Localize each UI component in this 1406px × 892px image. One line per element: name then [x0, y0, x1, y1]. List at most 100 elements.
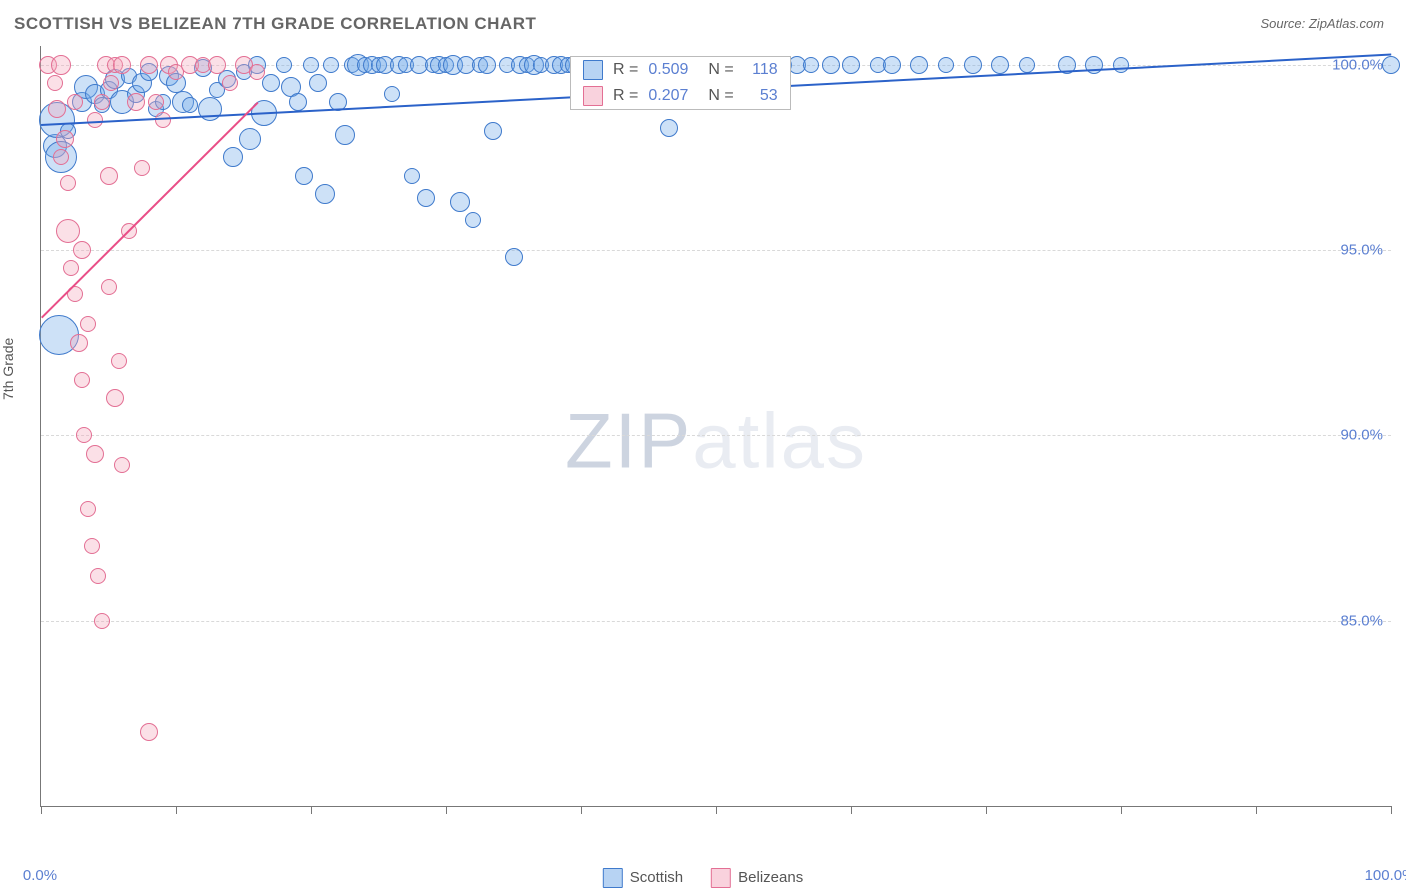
legend-swatch-scottish [603, 868, 623, 888]
data-point [991, 56, 1009, 74]
data-point [417, 189, 435, 207]
data-point [842, 56, 860, 74]
stat-n-label: N = [708, 61, 733, 79]
y-axis-label: 7th Grade [0, 338, 16, 400]
stat-r-label: R = [613, 61, 638, 79]
data-point [106, 389, 124, 407]
data-point [964, 56, 982, 74]
data-point [404, 168, 420, 184]
data-point [315, 184, 335, 204]
data-point [465, 212, 481, 228]
gridline [41, 435, 1391, 436]
y-tick-label: 90.0% [1340, 427, 1383, 444]
watermark-zip: ZIP [565, 397, 692, 485]
data-point [103, 75, 119, 91]
data-point [803, 57, 819, 73]
stat-n-value: 53 [744, 87, 778, 105]
x-tick [446, 806, 447, 814]
y-tick-label: 95.0% [1340, 241, 1383, 258]
legend-swatch-belizeans [711, 868, 731, 888]
data-point [80, 316, 96, 332]
data-point [289, 93, 307, 111]
watermark-atlas: atlas [692, 397, 867, 485]
data-point [67, 94, 83, 110]
data-point [63, 260, 79, 276]
data-point [295, 167, 313, 185]
data-point [309, 74, 327, 92]
data-point [60, 175, 76, 191]
data-point [73, 241, 91, 259]
data-point [51, 55, 71, 75]
data-point [303, 57, 319, 73]
data-point [56, 219, 80, 243]
data-point [70, 334, 88, 352]
x-tick [1391, 806, 1392, 814]
data-point [822, 56, 840, 74]
data-point [94, 613, 110, 629]
chart-source: Source: ZipAtlas.com [1260, 16, 1384, 31]
data-point [276, 57, 292, 73]
stat-row: R = 0.509 N = 118 [571, 57, 790, 83]
stat-r-value: 0.207 [648, 87, 698, 105]
data-point [140, 723, 158, 741]
data-point [249, 64, 265, 80]
x-tick [311, 806, 312, 814]
stat-n-label: N = [708, 87, 733, 105]
stat-box: R = 0.509 N = 118R = 0.207 N = 53 [570, 56, 791, 110]
data-point [1113, 57, 1129, 73]
data-point [47, 75, 63, 91]
data-point [222, 75, 238, 91]
data-point [114, 457, 130, 473]
x-tick [1256, 806, 1257, 814]
y-tick-label: 85.0% [1340, 612, 1383, 629]
data-point [84, 538, 100, 554]
data-point [48, 100, 66, 118]
x-tick [1121, 806, 1122, 814]
data-point [53, 149, 69, 165]
data-point [938, 57, 954, 73]
data-point [505, 248, 523, 266]
x-tick-label: 100.0% [1365, 867, 1406, 884]
x-tick [851, 806, 852, 814]
data-point [323, 57, 339, 73]
stat-swatch [583, 86, 603, 106]
data-point [182, 97, 198, 113]
x-tick [716, 806, 717, 814]
x-tick [176, 806, 177, 814]
legend-label-scottish: Scottish [630, 869, 683, 886]
data-point [223, 147, 243, 167]
data-point [484, 122, 502, 140]
data-point [148, 94, 164, 110]
stat-n-value: 118 [744, 61, 778, 79]
data-point [76, 427, 92, 443]
stat-r-value: 0.509 [648, 61, 698, 79]
data-point [660, 119, 678, 137]
stat-row: R =0.207N =53 [571, 83, 790, 109]
series-legend: Scottish Belizeans [603, 868, 803, 888]
data-point [80, 501, 96, 517]
data-point [910, 56, 928, 74]
y-tick-label: 100.0% [1332, 56, 1383, 73]
stat-swatch [583, 60, 603, 80]
data-point [208, 56, 226, 74]
data-point [450, 192, 470, 212]
data-point [113, 56, 131, 74]
data-point [134, 160, 150, 176]
gridline [41, 250, 1391, 251]
data-point [86, 445, 104, 463]
chart-title: SCOTTISH VS BELIZEAN 7TH GRADE CORRELATI… [14, 14, 536, 34]
x-tick [986, 806, 987, 814]
data-point [335, 125, 355, 145]
x-tick-label: 0.0% [23, 867, 57, 884]
x-tick [581, 806, 582, 814]
legend-item-scottish: Scottish [603, 868, 683, 888]
plot-area: ZIPatlas 85.0% 90.0% 95.0% 100.0% [40, 46, 1391, 807]
data-point [239, 128, 261, 150]
data-point [1382, 56, 1400, 74]
data-point [101, 279, 117, 295]
data-point [262, 74, 280, 92]
data-point [478, 56, 496, 74]
data-point [1019, 57, 1035, 73]
data-point [90, 568, 106, 584]
data-point [155, 112, 171, 128]
